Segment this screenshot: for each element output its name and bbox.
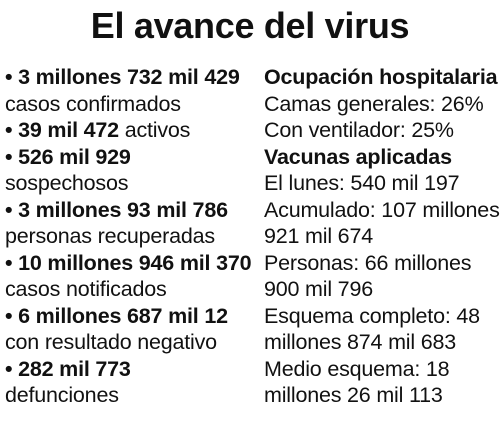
vaccines-accumulated: Acumulado: 107 millones 921 mil 674: [264, 197, 500, 249]
bullet: •: [5, 356, 13, 381]
stat-label: con resultado negativo: [5, 330, 217, 354]
stat-item-suspected: • 526 mil 929 sospechosos: [5, 144, 255, 197]
stat-number: 6 millones 687 mil 12: [18, 303, 228, 328]
stat-label: activos: [124, 118, 191, 142]
page-title: El avance del virus: [90, 5, 410, 46]
bullet: •: [5, 197, 13, 222]
bullet: •: [5, 144, 13, 169]
vaccines-heading: Vacunas aplicadas: [264, 144, 452, 169]
stat-number: 39 mil 472: [18, 118, 119, 142]
bullet: •: [5, 250, 13, 275]
stat-label: sospechosos: [5, 171, 129, 195]
stat-item-active: • 39 mil 472 activos: [5, 117, 255, 144]
hospital-general-beds: Camas generales: 26%: [264, 91, 484, 116]
vaccines-monday: El lunes: 540 mil 197: [264, 171, 460, 195]
bullet: •: [5, 65, 13, 89]
stat-number: 526 mil 929: [18, 144, 131, 169]
details-column: Ocupación hospitalaria Camas generales: …: [264, 64, 500, 409]
stat-label: casos notificados: [5, 277, 167, 301]
stat-item-recovered: • 3 millones 93 mil 786 personas recupera…: [5, 197, 255, 250]
stat-item-notified: • 10 millones 946 mil 370 casos notifica…: [5, 250, 255, 303]
stat-number: 3 millones 732 mil 429: [18, 65, 240, 89]
stat-label: defunciones: [5, 383, 119, 407]
stats-column: • 3 millones 732 mil 429 casos confirmad…: [5, 64, 255, 409]
bullet: •: [5, 303, 13, 328]
stat-number: 282 mil 773: [18, 356, 131, 381]
vaccines-people: Personas: 66 millones 900 mil 796: [264, 250, 472, 302]
hospital-ventilator: Con ventilador: 25%: [264, 118, 454, 142]
stat-label: casos confirmados: [5, 91, 181, 116]
stat-number: 10 millones 946 mil 370: [18, 250, 252, 275]
stat-label: personas recuperadas: [5, 224, 215, 248]
stat-number: 3 millones 93 mil 786: [18, 197, 228, 222]
stat-item-negative: • 6 millones 687 mil 12 con resultado neg…: [5, 303, 255, 356]
stat-item-deaths: • 282 mil 773 defunciones: [5, 356, 255, 409]
bullet: •: [5, 118, 13, 142]
vaccines-half-scheme: Medio esquema: 18 millones 26 mil 113: [264, 356, 450, 408]
hospital-heading: Ocupación hospitalaria: [264, 65, 498, 89]
stat-item-confirmed: • 3 millones 732 mil 429 casos confirmad…: [5, 64, 255, 117]
vaccines-full-scheme: Esquema completo: 48 millones 874 mil 68…: [264, 303, 480, 355]
